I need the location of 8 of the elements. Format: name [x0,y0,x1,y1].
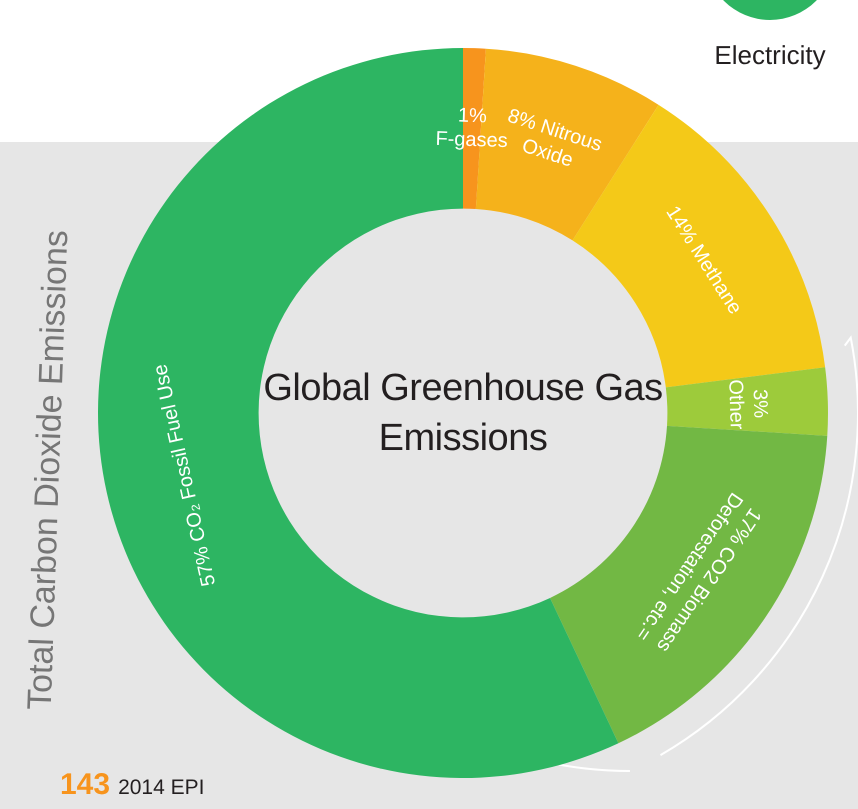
text: 2014 EPI [118,776,204,799]
slice-label: Other [724,379,748,430]
slice-label: 57% CO₂ Fossil Fuel Use [149,362,220,588]
text: Global Greenhouse Gas Emissions [263,366,663,461]
text: Total Carbon Dioxide Emissions [20,228,76,713]
text: Electricity [713,40,827,71]
text: 143 [60,768,110,801]
data-label: 3% [748,388,772,419]
